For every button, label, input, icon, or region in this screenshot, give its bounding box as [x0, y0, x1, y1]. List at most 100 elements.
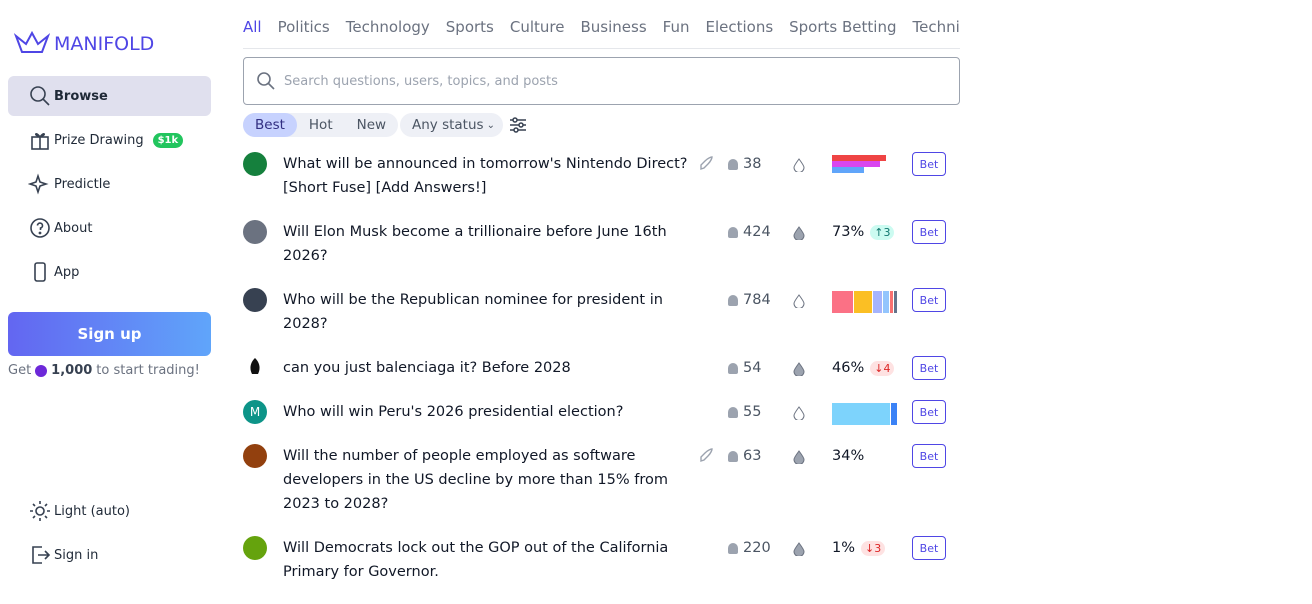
change-arrow: ↓ [874, 361, 884, 375]
question[interactable]: Who will be the Republican nominee for p… [283, 292, 663, 332]
question[interactable]: Will Elon Musk become a trillionaire bef… [283, 224, 667, 264]
bar-line [832, 403, 898, 425]
coin-icon [35, 364, 48, 377]
change-value: 4 [883, 361, 891, 375]
bar-seg [872, 291, 883, 313]
market-row[interactable]: Who will be the Republican nominee for p… [243, 288, 960, 356]
change-badge: ↓3 [861, 540, 886, 556]
market-row[interactable]: Will Elon Musk become a trillionaire bef… [243, 220, 960, 288]
traders: 220 [728, 536, 771, 560]
nav-icon [18, 128, 49, 152]
bar-seg [832, 291, 854, 313]
boost-icon [698, 448, 714, 468]
nav-icon [18, 543, 51, 567]
topic-tab[interactable]: Elections [705, 18, 774, 36]
trader-count: 55 [743, 404, 762, 420]
market-row[interactable]: What will be announced in tomorrow's Nin… [243, 152, 960, 220]
bar-seg [832, 167, 864, 173]
bar-seg [891, 403, 897, 425]
signup-note: Get 1,000 to start trading! [8, 363, 200, 378]
bet-button[interactable]: Bet [912, 536, 946, 560]
trader-icon [728, 158, 738, 170]
market-row[interactable]: can you just balenciaga it? Before 2028 5… [243, 356, 960, 400]
logo[interactable]: MANIFOLD [14, 30, 154, 58]
probability-cell: 34% [832, 444, 864, 468]
traders: 54 [728, 356, 761, 380]
status-filter[interactable]: Any status ⌄ [400, 113, 503, 137]
prize-badge: $1k [152, 132, 184, 148]
probability: 73% [832, 224, 865, 240]
probability-cell: 1% ↓3 [832, 536, 886, 560]
avatar [243, 220, 267, 244]
bar-seg [832, 155, 886, 161]
question[interactable]: Who will win Peru's 2026 presidential el… [283, 404, 624, 420]
traders: 784 [728, 288, 771, 312]
topic-tab[interactable]: Technology [345, 18, 430, 36]
nav-item[interactable]: Browse [8, 76, 211, 116]
liquidity-icon [793, 405, 805, 424]
question[interactable]: What will be announced in tomorrow's Nin… [283, 156, 688, 196]
trader-count: 54 [743, 360, 762, 376]
status-text: Any status [412, 117, 484, 133]
sort-group: Best Hot New [243, 113, 399, 137]
bar-seg [883, 291, 890, 313]
trader-count: 424 [743, 224, 771, 240]
topic-tab[interactable]: Technic [912, 18, 960, 36]
answer-bars [832, 403, 898, 425]
market-row[interactable]: Will the number of people employed as so… [243, 444, 960, 536]
nav-item[interactable]: About [8, 208, 211, 248]
bar-seg [854, 291, 872, 313]
bottom-label: Sign in [54, 547, 99, 563]
sort-option[interactable]: New [356, 117, 387, 133]
bet-button[interactable]: Bet [912, 288, 946, 312]
trader-icon [728, 542, 738, 554]
market-row[interactable]: M Who will win Peru's 2026 presidential e… [243, 400, 960, 444]
topic-tab[interactable]: All [243, 18, 262, 36]
topic-tab[interactable]: Culture [509, 18, 565, 36]
nav-icon [18, 260, 46, 284]
bet-button[interactable]: Bet [912, 444, 946, 468]
sort-option[interactable]: Hot [308, 117, 333, 133]
bet-button[interactable]: Bet [912, 220, 946, 244]
topic-tab[interactable]: Sports [445, 18, 494, 36]
bottom-label: Light (auto) [54, 503, 130, 519]
search-box[interactable]: Search questions, users, topics, and pos… [243, 57, 960, 105]
bet-button[interactable]: Bet [912, 152, 946, 176]
liquidity-icon [793, 293, 805, 312]
trader-icon [728, 450, 738, 462]
question[interactable]: Will Democrats lock out the GOP out of t… [283, 540, 669, 580]
nav-label: About [54, 220, 93, 236]
logo-icon [14, 30, 50, 53]
nav-icon [18, 84, 50, 108]
bet-button[interactable]: Bet [912, 400, 946, 424]
search-icon [257, 72, 275, 90]
bar-seg [832, 403, 890, 425]
liquidity-icon [793, 541, 805, 560]
bar-line [832, 291, 898, 313]
avatar [243, 536, 267, 560]
question[interactable]: Will the number of people employed as so… [283, 448, 669, 512]
sort-option[interactable]: Best [243, 113, 297, 137]
nav-label: App [54, 264, 80, 280]
note-amount: 1,000 [51, 363, 93, 378]
topic-tab[interactable]: Fun [662, 18, 690, 36]
bet-button[interactable]: Bet [912, 356, 946, 380]
filter-icon[interactable] [509, 116, 527, 134]
trader-count: 784 [743, 292, 771, 308]
nav-item[interactable]: Predictle [8, 164, 211, 204]
nav-item[interactable]: Prize Drawing $1k [8, 120, 211, 160]
bottom-item[interactable]: Light (auto) [8, 491, 211, 531]
signup-button[interactable]: Sign up [8, 312, 211, 356]
nav-item[interactable]: App [8, 252, 211, 292]
topic-tab[interactable]: Sports Betting [789, 18, 897, 36]
question[interactable]: can you just balenciaga it? Before 2028 [283, 360, 571, 376]
traders: 38 [728, 152, 761, 176]
traders: 63 [728, 444, 761, 468]
logo-text: MANIFOLD [54, 33, 155, 55]
topic-tab[interactable]: Business [580, 18, 647, 36]
market-row[interactable]: Will Democrats lock out the GOP out of t… [243, 536, 960, 604]
topic-tab[interactable]: Politics [277, 18, 330, 36]
note-suffix: to start trading! [96, 363, 200, 378]
bottom-item[interactable]: Sign in [8, 535, 211, 575]
trader-icon [728, 406, 738, 418]
